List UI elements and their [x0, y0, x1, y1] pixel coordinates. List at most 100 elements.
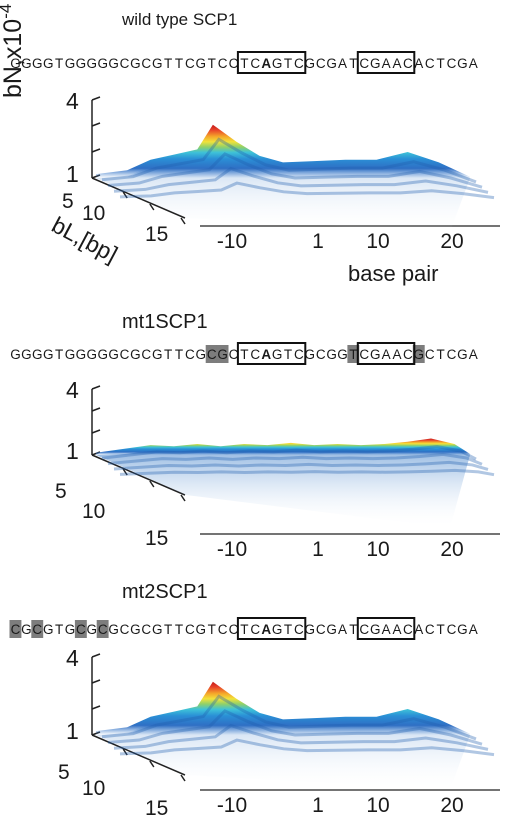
y-tick-label: 15	[145, 797, 168, 820]
sequence-base: C	[185, 347, 195, 362]
z-tick	[91, 385, 101, 390]
sequence-base: A	[382, 56, 391, 71]
motif-box	[236, 342, 307, 365]
z-tick	[91, 407, 101, 412]
sequence-base: C	[359, 622, 369, 637]
sequence-base: C	[120, 56, 130, 71]
sequence-base: C	[294, 56, 304, 71]
y-tick-label: 10	[82, 202, 105, 225]
sequence-base: A	[382, 347, 391, 362]
sequence-base: C	[229, 347, 239, 362]
motif-box	[236, 51, 307, 74]
y-tick	[122, 468, 128, 476]
sequence-base: T	[349, 56, 357, 71]
sequence-base: C	[185, 622, 195, 637]
y-tick-label: 10	[82, 777, 105, 800]
sequence-base: G	[305, 347, 315, 362]
mutation-highlight	[412, 345, 425, 363]
sequence-base: A	[261, 56, 271, 71]
sequence-base: C	[447, 56, 457, 71]
x-tick-label: -10	[217, 230, 247, 253]
z-tick-label: 1	[66, 438, 79, 464]
surface-ridge-line	[113, 460, 489, 471]
x-tick-label: 10	[366, 230, 389, 253]
sequence-base: C	[250, 347, 260, 362]
z-tick	[91, 705, 101, 710]
sequence-base: C	[250, 622, 260, 637]
sequence-base: G	[326, 56, 336, 71]
sequence-base: C	[403, 622, 413, 637]
sequence-base: G	[10, 56, 20, 71]
z-tick	[91, 653, 101, 658]
panel-title: mt2SCP1	[122, 581, 208, 603]
z-tick	[91, 122, 101, 127]
sequence-base: T	[55, 622, 63, 637]
sequence-base: C	[229, 56, 239, 71]
sequence-base: T	[284, 622, 292, 637]
y-tick	[149, 203, 155, 211]
surface-ridge-line	[119, 181, 495, 200]
surface-ridge-line	[107, 152, 483, 189]
sequence-base: C	[425, 347, 435, 362]
sequence-base: C	[403, 347, 413, 362]
sequence-base: A	[392, 56, 401, 71]
sequence-base: G	[326, 622, 336, 637]
sequence-base: G	[326, 347, 336, 362]
z-tick-label: 4	[66, 377, 79, 403]
sequence-base: G	[43, 56, 53, 71]
sequence-base: G	[130, 622, 140, 637]
sequence-base: A	[469, 622, 478, 637]
sequence-base: G	[87, 622, 97, 637]
sequence-base: C	[207, 347, 217, 362]
sequence-base: G	[87, 56, 97, 71]
sequence-base: G	[272, 56, 282, 71]
sequence-base: T	[436, 56, 444, 71]
sequence-base: G	[65, 622, 75, 637]
sequence-base: G	[152, 622, 162, 637]
x-tick-label: 20	[440, 230, 463, 253]
sequence-base: C	[11, 622, 21, 637]
surface-ridge-line	[113, 723, 489, 751]
sequence-base: G	[108, 347, 118, 362]
sequence-base: G	[21, 347, 31, 362]
surface-skirt	[96, 688, 470, 790]
x-tick-label: -10	[217, 794, 247, 817]
y-tick-label: 10	[82, 500, 105, 523]
sequence-base: G	[43, 622, 53, 637]
sequence-base: C	[316, 622, 326, 637]
sequence-base: G	[370, 622, 380, 637]
sequence-base: G	[76, 56, 86, 71]
sequence-base: G	[21, 622, 31, 637]
sequence-base: C	[98, 622, 108, 637]
sequence-base: C	[294, 622, 304, 637]
sequence-base: T	[436, 622, 444, 637]
sequence-base: T	[349, 347, 357, 362]
z-tick	[91, 148, 101, 153]
sequence-base: G	[152, 347, 162, 362]
surface-ridge-line	[107, 452, 483, 466]
sequence-base: T	[284, 56, 292, 71]
motif-box	[356, 617, 416, 640]
sequence-base: C	[316, 56, 326, 71]
surface-ridge	[96, 124, 470, 178]
y-axis-line	[91, 734, 186, 776]
sequence-base: C	[359, 347, 369, 362]
surface-ridge-line	[107, 709, 483, 746]
sequence-base: G	[32, 347, 42, 362]
sequence-base: C	[447, 347, 457, 362]
sequence-base: G	[152, 56, 162, 71]
sequence-base: G	[32, 56, 42, 71]
surface-skirt	[96, 444, 470, 528]
y-tick	[180, 494, 186, 502]
y-axis-line	[91, 454, 186, 496]
y-tick	[122, 191, 128, 199]
sequence-base: A	[382, 622, 391, 637]
